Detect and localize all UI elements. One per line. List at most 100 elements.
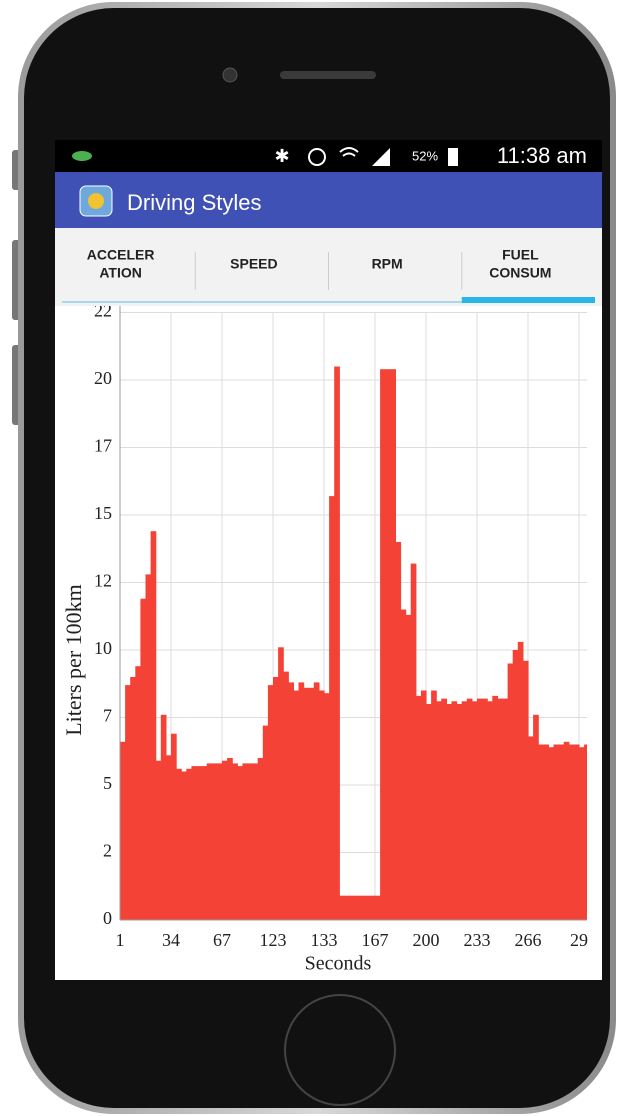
bar bbox=[293, 691, 299, 921]
bar bbox=[538, 745, 544, 921]
y-tick-label: 7 bbox=[103, 706, 112, 726]
bar bbox=[263, 726, 269, 920]
bar bbox=[171, 734, 177, 920]
bar bbox=[227, 758, 233, 920]
bar bbox=[299, 682, 305, 920]
bar bbox=[151, 531, 157, 920]
bar bbox=[304, 688, 310, 920]
bar bbox=[237, 766, 243, 920]
notification-icon bbox=[72, 151, 92, 161]
bar bbox=[426, 704, 432, 920]
x-axis-title: Seconds bbox=[305, 953, 372, 975]
bar bbox=[569, 745, 575, 921]
bar bbox=[278, 647, 284, 920]
bar bbox=[309, 688, 315, 920]
bar bbox=[186, 769, 192, 920]
bar bbox=[523, 661, 529, 920]
tab-underline bbox=[462, 297, 595, 303]
clock: 11:38 am bbox=[497, 143, 587, 168]
x-tick-label: 266 bbox=[515, 930, 542, 950]
app-title: Driving Styles bbox=[127, 190, 261, 215]
bar bbox=[554, 745, 560, 921]
bar bbox=[197, 766, 203, 920]
x-tick-label: 34 bbox=[162, 930, 180, 950]
bar bbox=[446, 704, 452, 920]
x-tick-label: 29 bbox=[570, 930, 588, 950]
bar bbox=[452, 701, 458, 920]
bar bbox=[232, 763, 238, 920]
home-button bbox=[285, 995, 395, 1105]
bar bbox=[324, 693, 330, 920]
bar bbox=[411, 564, 417, 920]
bar bbox=[482, 699, 488, 920]
tab-underline bbox=[62, 301, 195, 303]
bar bbox=[548, 747, 554, 920]
bar bbox=[360, 896, 366, 920]
bar bbox=[503, 699, 509, 920]
bluetooth-icon: ✱ bbox=[274, 146, 289, 166]
bar bbox=[120, 742, 126, 920]
bar bbox=[462, 701, 468, 920]
x-tick-label: 123 bbox=[260, 930, 287, 950]
bar bbox=[258, 758, 264, 920]
bar bbox=[329, 496, 335, 920]
bar bbox=[472, 701, 478, 920]
bar bbox=[217, 763, 223, 920]
bar bbox=[497, 699, 503, 920]
bar bbox=[242, 763, 248, 920]
y-tick-label: 0 bbox=[103, 908, 112, 928]
speaker bbox=[280, 71, 376, 79]
bar bbox=[253, 763, 259, 920]
bar bbox=[487, 701, 493, 920]
bar bbox=[370, 896, 376, 920]
bar bbox=[339, 896, 345, 920]
bar bbox=[334, 367, 340, 921]
tab-label: SPEED bbox=[230, 256, 277, 272]
bar bbox=[207, 763, 213, 920]
bar bbox=[202, 766, 208, 920]
tab-underline bbox=[329, 301, 462, 303]
bar bbox=[283, 672, 289, 920]
bar bbox=[380, 369, 386, 920]
x-tick-label: 233 bbox=[464, 930, 491, 950]
bar bbox=[513, 650, 519, 920]
bar bbox=[431, 691, 437, 921]
bar bbox=[350, 896, 356, 920]
bar bbox=[268, 685, 274, 920]
bar bbox=[401, 610, 407, 921]
y-tick-label: 20 bbox=[94, 368, 112, 388]
battery-icon bbox=[448, 148, 458, 166]
bar bbox=[273, 677, 279, 920]
bar bbox=[518, 642, 524, 920]
bar bbox=[564, 742, 570, 920]
bar bbox=[166, 755, 172, 920]
bar bbox=[395, 542, 401, 920]
bar bbox=[375, 896, 381, 920]
bar bbox=[319, 691, 325, 921]
bar bbox=[457, 704, 463, 920]
tab-label: ATION bbox=[99, 265, 142, 281]
y-tick-label: 12 bbox=[94, 571, 112, 591]
bar bbox=[441, 699, 447, 920]
y-tick-label: 2 bbox=[103, 841, 112, 861]
page: {"status_bar": {"battery": "52%", "time"… bbox=[0, 0, 627, 1116]
y-axis-title: Liters per 100km bbox=[61, 584, 86, 736]
bar bbox=[176, 769, 182, 920]
bar bbox=[222, 761, 228, 920]
x-tick-label: 67 bbox=[213, 930, 231, 950]
bar bbox=[421, 691, 427, 921]
x-tick-label: 167 bbox=[362, 930, 389, 950]
bar bbox=[508, 664, 514, 921]
y-tick-label: 5 bbox=[103, 773, 112, 793]
camera bbox=[223, 68, 237, 82]
bar bbox=[140, 599, 146, 920]
bar bbox=[135, 666, 141, 920]
bar bbox=[161, 715, 167, 920]
bar bbox=[477, 699, 483, 920]
x-tick-label: 200 bbox=[413, 930, 440, 950]
bar bbox=[181, 772, 187, 921]
bar bbox=[288, 682, 294, 920]
bar bbox=[543, 745, 549, 921]
bar bbox=[416, 696, 422, 920]
